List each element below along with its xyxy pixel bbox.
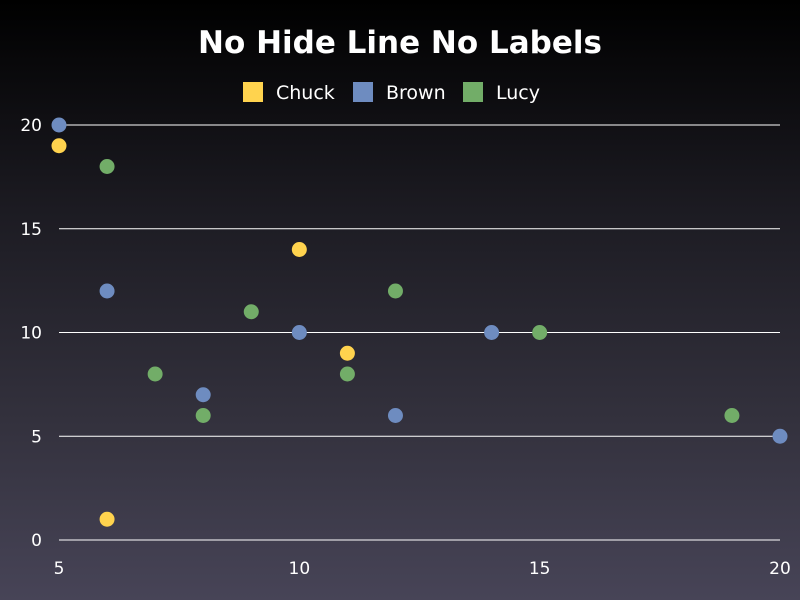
y-axis-ticks: 0 5 10 15 20 xyxy=(20,116,42,551)
legend-label: Chuck xyxy=(276,82,335,104)
point-chuck[interactable] xyxy=(339,345,355,361)
point-lucy[interactable] xyxy=(195,408,211,423)
y-gridlines xyxy=(59,124,780,541)
point-brown[interactable] xyxy=(195,387,211,403)
y-tick-label: 10 xyxy=(20,324,42,344)
point-lucy[interactable] xyxy=(99,159,115,174)
point-brown[interactable] xyxy=(51,117,67,133)
point-lucy[interactable] xyxy=(243,304,259,320)
x-tick-label: 10 xyxy=(289,559,311,579)
point-chuck[interactable] xyxy=(99,511,115,527)
legend: Chuck Brown Lucy xyxy=(243,82,540,104)
point-brown[interactable] xyxy=(99,283,115,299)
point-brown[interactable] xyxy=(772,428,788,444)
point-lucy[interactable] xyxy=(387,283,403,299)
legend-swatch xyxy=(463,82,483,102)
point-lucy[interactable] xyxy=(147,366,163,382)
y-tick-label: 20 xyxy=(20,116,42,136)
legend-item-chuck[interactable]: Chuck xyxy=(243,82,335,104)
point-chuck[interactable] xyxy=(291,242,307,257)
legend-swatch xyxy=(243,82,263,102)
point-chuck[interactable] xyxy=(51,138,67,154)
y-tick-label: 5 xyxy=(31,427,42,447)
chart-title: No Hide Line No Labels xyxy=(198,25,602,61)
point-brown[interactable] xyxy=(484,325,500,340)
legend-item-lucy[interactable]: Lucy xyxy=(463,82,540,104)
legend-swatch xyxy=(353,82,373,102)
point-lucy[interactable] xyxy=(532,325,548,340)
legend-label: Lucy xyxy=(496,82,540,104)
legend-item-brown[interactable]: Brown xyxy=(353,82,446,104)
y-tick-label: 15 xyxy=(20,220,42,240)
y-tick-label: 0 xyxy=(31,531,42,551)
point-lucy[interactable] xyxy=(724,408,740,423)
point-lucy[interactable] xyxy=(339,366,355,382)
point-brown[interactable] xyxy=(291,325,307,340)
x-tick-label: 20 xyxy=(769,559,791,579)
legend-label: Brown xyxy=(386,82,446,104)
x-axis-ticks: 5 10 15 20 xyxy=(54,559,791,579)
x-tick-label: 5 xyxy=(54,559,65,579)
data-points xyxy=(51,117,788,527)
x-tick-label: 15 xyxy=(529,559,551,579)
point-brown[interactable] xyxy=(387,408,403,423)
